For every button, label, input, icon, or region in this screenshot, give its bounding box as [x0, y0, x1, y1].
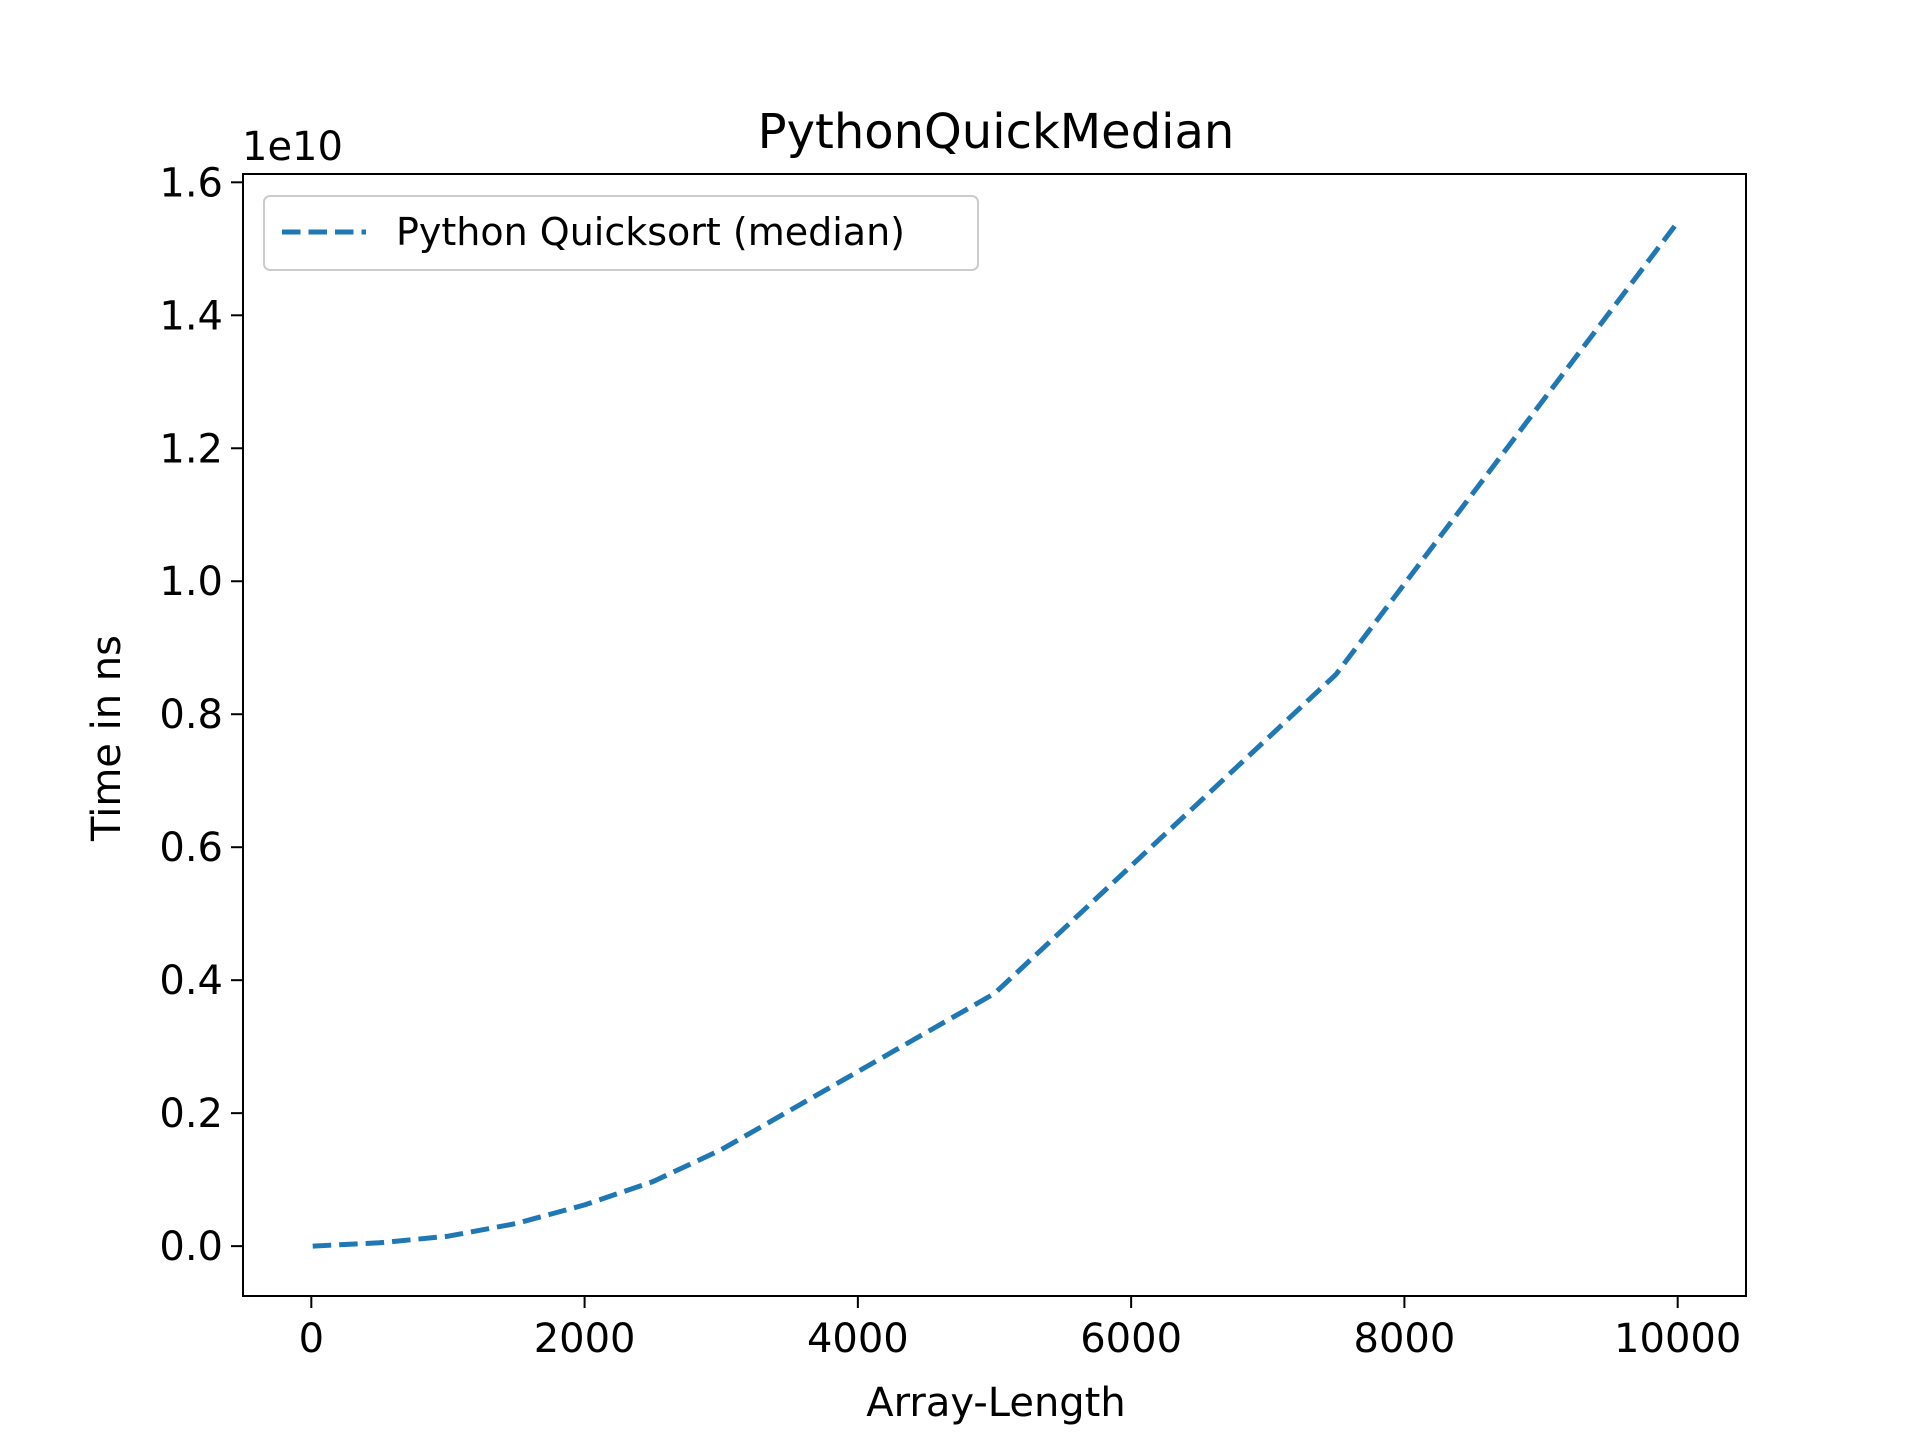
- y-tick-label: 1.4: [159, 293, 223, 339]
- legend: Python Quicksort (median): [264, 196, 978, 270]
- x-tick-label: 10000: [1614, 1316, 1741, 1362]
- y-tick-label: 1.6: [159, 160, 223, 206]
- x-tick-label: 2000: [534, 1316, 636, 1362]
- y-tick-label: 0.2: [159, 1091, 223, 1137]
- y-tick-label: 1.0: [159, 559, 223, 605]
- y-tick-label: 0.8: [159, 692, 223, 738]
- y-tick-label: 0.0: [159, 1224, 223, 1270]
- y-offset-label: 1e10: [242, 124, 343, 170]
- x-axis-label: Array-Length: [866, 1380, 1125, 1426]
- y-tick-label: 0.4: [159, 958, 223, 1004]
- x-tick-label: 8000: [1354, 1316, 1456, 1362]
- y-tick-label: 0.6: [159, 825, 223, 871]
- y-axis-label: Time in ns: [84, 635, 130, 842]
- x-tick-label: 6000: [1080, 1316, 1182, 1362]
- y-tick-label: 1.2: [159, 426, 223, 472]
- x-tick-label: 4000: [807, 1316, 909, 1362]
- x-tick-label: 0: [299, 1316, 324, 1362]
- chart-title: PythonQuickMedian: [758, 104, 1235, 160]
- legend-entry-label: Python Quicksort (median): [396, 210, 905, 254]
